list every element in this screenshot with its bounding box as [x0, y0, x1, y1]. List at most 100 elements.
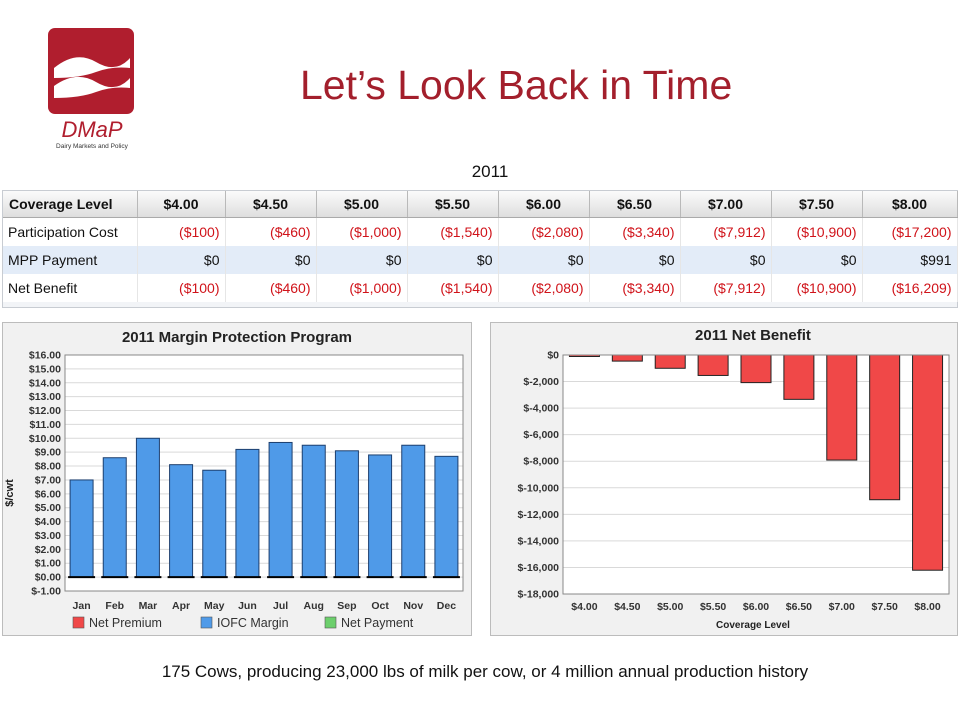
y-tick-label: $10.00 — [29, 433, 61, 445]
y-tick-label: $5.00 — [35, 502, 61, 514]
y-tick-label: $7.00 — [35, 474, 61, 486]
table-cell: ($7,912) — [680, 217, 772, 246]
column-header: $4.00 — [137, 191, 226, 218]
bar — [434, 455, 459, 578]
y-tick-label: $8.00 — [35, 461, 61, 473]
table-cell: ($460) — [225, 217, 317, 246]
table-cell: $0 — [589, 246, 681, 274]
table-cell: $0 — [680, 246, 772, 274]
y-tick-label: $0.00 — [35, 572, 61, 584]
table-cell: ($17,200) — [862, 217, 958, 246]
y-tick-label: $15.00 — [29, 363, 61, 375]
row-label: MPP Payment — [3, 246, 138, 274]
bar — [368, 454, 393, 578]
x-tick-label: Dec — [437, 600, 456, 612]
column-header: $6.00 — [498, 191, 590, 218]
y-tick-label: $-4,000 — [523, 403, 559, 415]
legend-swatch — [200, 616, 213, 629]
y-tick-label: $-18,000 — [518, 589, 560, 601]
y-tick-label: $16.00 — [29, 350, 61, 362]
table-row: Participation Cost ($100) ($460) ($1,000… — [3, 217, 958, 246]
x-tick-label: Jan — [73, 600, 91, 612]
table-cell: ($1,540) — [407, 274, 499, 302]
table-row: MPP Payment $0 $0 $0 $0 $0 $0 $0 $0 $991 — [3, 246, 958, 274]
column-header: $5.50 — [407, 191, 499, 218]
table-cell: ($1,000) — [316, 217, 408, 246]
footer-note: 175 Cows, producing 23,000 lbs of milk p… — [161, 662, 809, 681]
table-cell: ($10,900) — [771, 274, 863, 302]
table-cell: $0 — [771, 246, 863, 274]
x-tick-label: $6.00 — [743, 601, 769, 613]
bar — [654, 354, 686, 369]
x-tick-label: $7.50 — [872, 601, 898, 613]
bar — [301, 444, 326, 578]
y-tick-label: $3.00 — [35, 530, 61, 542]
y-tick-label: $-8,000 — [523, 456, 559, 468]
page-title: Let’s Look Back in Time — [300, 62, 733, 108]
logo-word: DMaP — [61, 117, 122, 142]
margin-chart-svg: 2011 Margin Protection Program $/cwt $-1… — [4, 329, 464, 630]
y-tick-label: $13.00 — [29, 391, 61, 403]
table-cell: $0 — [498, 246, 590, 274]
table-cell: ($7,912) — [680, 274, 772, 302]
bar — [826, 354, 858, 461]
net-benefit-chart: 2011 Net Benefit Coverage Level $0 $-2,00… — [490, 322, 958, 636]
bar — [202, 469, 227, 578]
bar — [102, 457, 127, 578]
table-cell: $0 — [407, 246, 499, 274]
y-tick-label: $9.00 — [35, 447, 61, 459]
table-row: Net Benefit ($100) ($460) ($1,000) ($1,5… — [3, 274, 958, 302]
column-header: Coverage Level — [3, 191, 138, 218]
bar — [611, 354, 643, 362]
chart-title: 2011 Margin Protection Program — [122, 329, 352, 346]
legend-label: IOFC Margin — [217, 616, 289, 630]
x-tick-label: Oct — [371, 600, 389, 612]
bar — [268, 441, 293, 578]
table-cell: ($16,209) — [862, 274, 958, 302]
table-cell: ($10,900) — [771, 217, 863, 246]
y-tick-label: $-12,000 — [518, 509, 560, 521]
bar — [169, 464, 194, 578]
y-axis-label: $/cwt — [4, 479, 16, 507]
y-tick-label: $1.00 — [35, 558, 61, 570]
bar — [783, 354, 815, 400]
x-tick-label: $8.00 — [914, 601, 940, 613]
table-cell: $991 — [862, 246, 958, 274]
table-cell: $0 — [225, 246, 317, 274]
bar — [697, 354, 729, 376]
y-tick-label: $-6,000 — [523, 429, 559, 441]
y-tick-label: $11.00 — [29, 419, 61, 431]
bar — [334, 450, 359, 578]
y-tick-label: $-16,000 — [518, 562, 560, 574]
x-tick-label: $4.50 — [614, 601, 640, 613]
y-tick-label: $4.00 — [35, 516, 61, 528]
row-label: Participation Cost — [3, 217, 138, 246]
x-tick-label: Nov — [403, 600, 423, 612]
table-cell: $0 — [316, 246, 408, 274]
bar — [235, 448, 260, 578]
plot-frame — [64, 354, 464, 592]
x-tick-label: May — [204, 600, 225, 612]
bar — [912, 354, 944, 571]
table-cell: ($100) — [137, 217, 226, 246]
logo-tagline: Dairy Markets and Policy — [56, 143, 129, 150]
legend-label: Net Premium — [89, 616, 162, 630]
x-tick-label: Aug — [304, 600, 324, 612]
legend-swatch — [324, 616, 337, 629]
chart-title: 2011 Net Benefit — [695, 327, 811, 344]
y-tick-label: $-1.00 — [31, 586, 61, 598]
y-tick-label: $-10,000 — [518, 482, 560, 494]
y-tick-label: $0 — [547, 350, 559, 362]
table-cell: ($460) — [225, 274, 317, 302]
margin-protection-chart: 2011 Margin Protection Program $/cwt $-1… — [2, 322, 472, 636]
x-tick-label: $5.00 — [657, 601, 683, 613]
table-cell: ($3,340) — [589, 217, 681, 246]
table-cell: ($100) — [137, 274, 226, 302]
table-cell: ($1,000) — [316, 274, 408, 302]
y-tick-label: $14.00 — [29, 377, 61, 389]
y-tick-label: $12.00 — [29, 405, 61, 417]
legend-label: Net Payment — [341, 616, 414, 630]
x-axis-label: Coverage Level — [716, 620, 790, 631]
table-cell: ($3,340) — [589, 274, 681, 302]
bar — [69, 479, 94, 578]
